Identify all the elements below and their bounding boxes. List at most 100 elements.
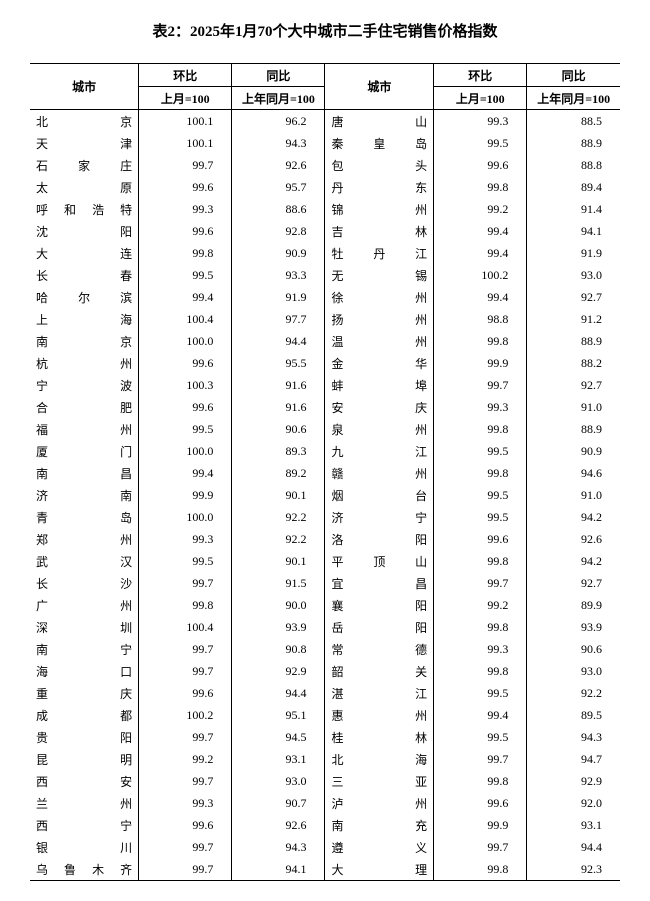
city-left: 成 都 (30, 704, 139, 726)
tb-left: 95.1 (232, 704, 325, 726)
hb-right: 99.5 (434, 132, 527, 154)
hb-left: 100.4 (139, 308, 232, 330)
city-right: 南 充 (325, 814, 434, 836)
table-row: 福 州99.590.6泉 州99.888.9 (30, 418, 620, 440)
table-row: 济 南99.990.1烟 台99.591.0 (30, 484, 620, 506)
city-left: 济 南 (30, 484, 139, 506)
table-row: 沈 阳99.692.8吉 林99.494.1 (30, 220, 620, 242)
hb-left: 99.8 (139, 594, 232, 616)
tb-right: 90.9 (527, 440, 620, 462)
hb-left: 99.6 (139, 814, 232, 836)
hb-left: 99.6 (139, 396, 232, 418)
city-left: 昆 明 (30, 748, 139, 770)
tb-left: 90.6 (232, 418, 325, 440)
table-row: 广 州99.890.0襄 阳99.289.9 (30, 594, 620, 616)
hb-left: 99.3 (139, 198, 232, 220)
tb-left: 92.6 (232, 814, 325, 836)
table-row: 成 都100.295.1惠 州99.489.5 (30, 704, 620, 726)
tb-right: 94.2 (527, 506, 620, 528)
hb-right: 98.8 (434, 308, 527, 330)
hb-left: 100.0 (139, 330, 232, 352)
city-right: 丹 东 (325, 176, 434, 198)
hb-right: 99.8 (434, 176, 527, 198)
city-left: 大 连 (30, 242, 139, 264)
city-left: 长 沙 (30, 572, 139, 594)
hb-left: 100.1 (139, 132, 232, 154)
hb-left: 99.5 (139, 264, 232, 286)
tb-left: 94.3 (232, 836, 325, 858)
hb-left: 99.7 (139, 638, 232, 660)
city-right: 三 亚 (325, 770, 434, 792)
hb-right: 99.2 (434, 198, 527, 220)
table-row: 南 昌99.489.2赣 州99.894.6 (30, 462, 620, 484)
table-row: 乌鲁木齐99.794.1大 理99.892.3 (30, 858, 620, 881)
city-left: 呼和浩特 (30, 198, 139, 220)
tb-left: 90.9 (232, 242, 325, 264)
hdr-tb-left: 同比 (232, 64, 325, 87)
table-row: 长 沙99.791.5宜 昌99.792.7 (30, 572, 620, 594)
hb-right: 99.8 (434, 418, 527, 440)
tb-left: 90.0 (232, 594, 325, 616)
city-left: 南 宁 (30, 638, 139, 660)
city-right: 惠 州 (325, 704, 434, 726)
hb-left: 100.2 (139, 704, 232, 726)
city-right: 烟 台 (325, 484, 434, 506)
tb-left: 92.6 (232, 154, 325, 176)
city-left: 长 春 (30, 264, 139, 286)
hb-left: 99.7 (139, 660, 232, 682)
tb-right: 90.6 (527, 638, 620, 660)
tb-right: 92.9 (527, 770, 620, 792)
tb-left: 94.3 (232, 132, 325, 154)
tb-right: 92.7 (527, 286, 620, 308)
hb-right: 99.6 (434, 528, 527, 550)
table-row: 贵 阳99.794.5桂 林99.594.3 (30, 726, 620, 748)
tb-left: 88.6 (232, 198, 325, 220)
tb-right: 91.9 (527, 242, 620, 264)
hb-right: 99.4 (434, 242, 527, 264)
tb-right: 91.4 (527, 198, 620, 220)
tb-right: 92.7 (527, 572, 620, 594)
city-right: 徐 州 (325, 286, 434, 308)
hb-left: 99.6 (139, 352, 232, 374)
tb-right: 93.1 (527, 814, 620, 836)
hdr-city-left: 城市 (30, 64, 139, 110)
hb-right: 99.7 (434, 748, 527, 770)
tb-left: 92.2 (232, 528, 325, 550)
hb-right: 99.6 (434, 792, 527, 814)
tb-right: 94.1 (527, 220, 620, 242)
city-right: 洛 阳 (325, 528, 434, 550)
table-row: 重 庆99.694.4湛 江99.592.2 (30, 682, 620, 704)
tb-left: 90.1 (232, 550, 325, 572)
hb-right: 99.9 (434, 352, 527, 374)
tb-left: 91.5 (232, 572, 325, 594)
tb-right: 88.9 (527, 132, 620, 154)
city-right: 遵 义 (325, 836, 434, 858)
city-right: 秦 皇 岛 (325, 132, 434, 154)
hb-right: 99.8 (434, 770, 527, 792)
table-title: 表2：2025年1月70个大中城市二手住宅销售价格指数 (30, 20, 620, 41)
city-left: 兰 州 (30, 792, 139, 814)
hb-left: 100.4 (139, 616, 232, 638)
tb-right: 91.2 (527, 308, 620, 330)
hb-left: 99.7 (139, 726, 232, 748)
tb-right: 94.3 (527, 726, 620, 748)
tb-left: 92.2 (232, 506, 325, 528)
city-right: 泸 州 (325, 792, 434, 814)
city-right: 包 头 (325, 154, 434, 176)
hb-left: 99.7 (139, 770, 232, 792)
tb-right: 92.7 (527, 374, 620, 396)
hb-left: 99.4 (139, 462, 232, 484)
city-left: 海 口 (30, 660, 139, 682)
hb-right: 99.6 (434, 154, 527, 176)
hb-left: 99.8 (139, 242, 232, 264)
city-left: 南 京 (30, 330, 139, 352)
tb-right: 93.9 (527, 616, 620, 638)
table-row: 宁 波100.391.6蚌 埠99.792.7 (30, 374, 620, 396)
hb-left: 100.0 (139, 506, 232, 528)
tb-right: 94.6 (527, 462, 620, 484)
tb-left: 89.3 (232, 440, 325, 462)
city-right: 温 州 (325, 330, 434, 352)
city-right: 岳 阳 (325, 616, 434, 638)
table-row: 石 家 庄99.792.6包 头99.688.8 (30, 154, 620, 176)
hb-right: 99.5 (434, 682, 527, 704)
